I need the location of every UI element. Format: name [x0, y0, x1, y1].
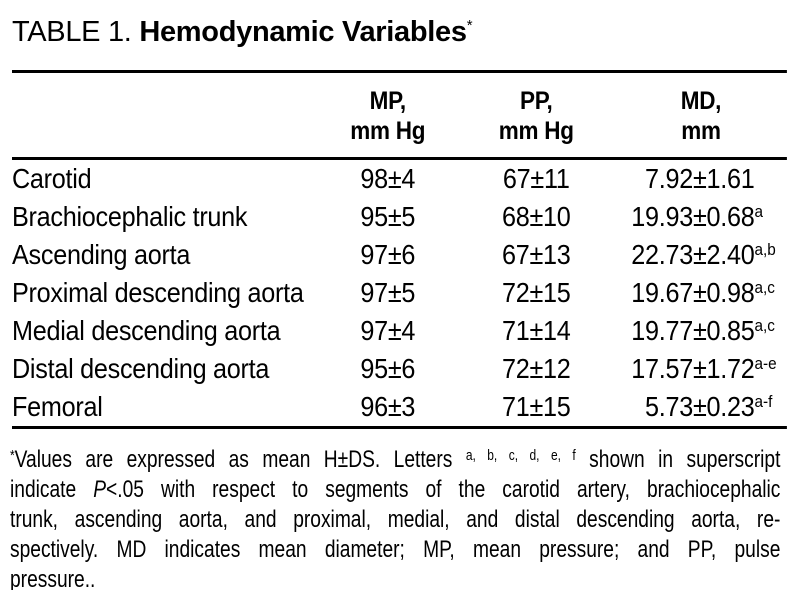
table-title: TABLE 1. Hemodynamic Variables* [12, 16, 792, 53]
segment-cell: Distal descending aorta [12, 353, 270, 384]
footnote-text: spectively. MD indicates mean diameter; … [10, 536, 781, 563]
mp-value-cell: 98±4 [360, 163, 416, 194]
footnote-superscript: * [10, 447, 15, 464]
md-value: 19.77±0.85 [631, 315, 755, 346]
segment-cell: Ascending aorta [12, 239, 191, 270]
table-row: Ascending aorta 97±6 67±13 22.73±2.40a,b [12, 236, 787, 274]
footnote-text: Values are expressed as mean H±DS. Lette… [14, 446, 466, 473]
table-row: Proximal descending aorta 97±5 72±15 19.67±… [12, 274, 787, 312]
footnote-italic: P [93, 476, 107, 503]
md-value: 17.57±1.72 [631, 353, 755, 384]
hemodynamic-table: MP, mm Hg PP, mm Hg MD, mm Carotid 98±4 67… [12, 70, 787, 429]
table-title-asterisk: * [466, 17, 473, 34]
table-title-main: Hemodynamic Variables [139, 16, 467, 48]
md-value-cell: 22.73±2.40a,b [631, 239, 776, 270]
pp-header-line2: mm Hg [498, 117, 574, 145]
mp-header-line2: mm Hg [350, 117, 426, 145]
mp-value-cell: 96±3 [318, 388, 458, 429]
footnote-line: pressure.. [10, 565, 780, 590]
md-value-cell: 17.57±1.72a-e [631, 353, 777, 384]
md-header-line1: MD, [680, 87, 722, 115]
footnote-line: spectively. MD indicates mean diameter; … [10, 535, 780, 565]
pp-column-header: PP, mm Hg [457, 71, 615, 160]
md-value-cell: 7.92±1.61 [615, 159, 787, 199]
mp-column-header: MP, mm Hg [318, 71, 458, 160]
mp-header-line1: MP, [369, 87, 407, 115]
segment-cell: Medial descending aorta [12, 315, 281, 346]
segment-cell: Proximal descending aorta [12, 277, 304, 308]
table-body: Carotid 98±4 67±11 7.92±1.61 Brachiocephalic… [12, 159, 787, 429]
footnote-text: <.05 with respect to segments of the car… [106, 476, 781, 503]
pp-header-line1: PP, [519, 87, 553, 115]
pp-value-cell: 71±14 [501, 315, 571, 346]
pp-value-cell: 67±13 [501, 239, 571, 270]
md-value: 19.93±0.68 [631, 201, 755, 232]
footnote-line: *Values are expressed as mean H±DS. Lett… [10, 445, 780, 475]
pp-value-cell: 72±15 [501, 277, 571, 308]
table-row: Medial descending aorta 97±4 71±14 19.77±0.… [12, 312, 787, 350]
footnote: *Values are expressed as mean H±DS. Lett… [10, 445, 780, 590]
md-value-cell: 5.73±0.23a-f [615, 388, 787, 429]
footnote-line: indicate P<.05 with respect to segments … [10, 475, 780, 505]
md-value-cell: 19.77±0.85a,c [631, 315, 775, 346]
md-value: 22.73±2.40 [631, 239, 755, 270]
md-column-header: MD, mm [615, 71, 787, 160]
footnote-text: indicate [10, 476, 94, 503]
table-row: Femoral 96±3 71±15 5.73±0.23a-f [12, 388, 787, 429]
pp-value-cell: 72±12 [501, 353, 571, 384]
table-row: Carotid 98±4 67±11 7.92±1.61 [12, 159, 787, 199]
md-value: 19.67±0.98 [631, 277, 755, 308]
header-row: MP, mm Hg PP, mm Hg MD, mm [12, 71, 787, 160]
footnote-text: pressure.. [10, 566, 96, 590]
table-row: Brachiocephalic trunk 95±5 68±10 19.93±0.68… [12, 198, 787, 236]
footnote-text: trunk, ascending aorta, and proximal, me… [10, 506, 781, 533]
md-value: 5.73±0.23 [644, 391, 755, 422]
mp-value-cell: 95±5 [360, 201, 416, 232]
mp-value-cell: 97±4 [360, 315, 416, 346]
md-header-line2: mm [681, 117, 721, 145]
footnote-superscript: a, b, c, d, e, f [465, 447, 576, 464]
segment-cell: Brachiocephalic trunk [12, 201, 248, 232]
mp-value-cell: 97±5 [360, 277, 416, 308]
pp-value-cell: 71±15 [457, 388, 615, 429]
table-row: Distal descending aorta 95±6 72±12 17.57±1.… [12, 350, 787, 388]
segment-cell: Femoral [12, 388, 318, 429]
pp-value-cell: 67±11 [502, 163, 570, 194]
pp-value-cell: 68±10 [501, 201, 571, 232]
table-header: MP, mm Hg PP, mm Hg MD, mm [12, 71, 787, 160]
md-value: 7.92±1.61 [644, 163, 755, 194]
footnote-line: trunk, ascending aorta, and proximal, me… [10, 505, 780, 535]
segment-cell: Carotid [12, 163, 92, 194]
footnote-text: shown in superscript [575, 446, 781, 473]
mp-value-cell: 97±6 [360, 239, 416, 270]
md-value-cell: 19.93±0.68a [631, 201, 764, 232]
md-value-cell: 19.67±0.98a,c [631, 277, 775, 308]
mp-value-cell: 95±6 [360, 353, 416, 384]
segment-column-header [12, 71, 318, 160]
table-title-prefix: TABLE 1. [12, 16, 140, 48]
table-container: MP, mm Hg PP, mm Hg MD, mm Carotid 98±4 67… [12, 70, 792, 429]
